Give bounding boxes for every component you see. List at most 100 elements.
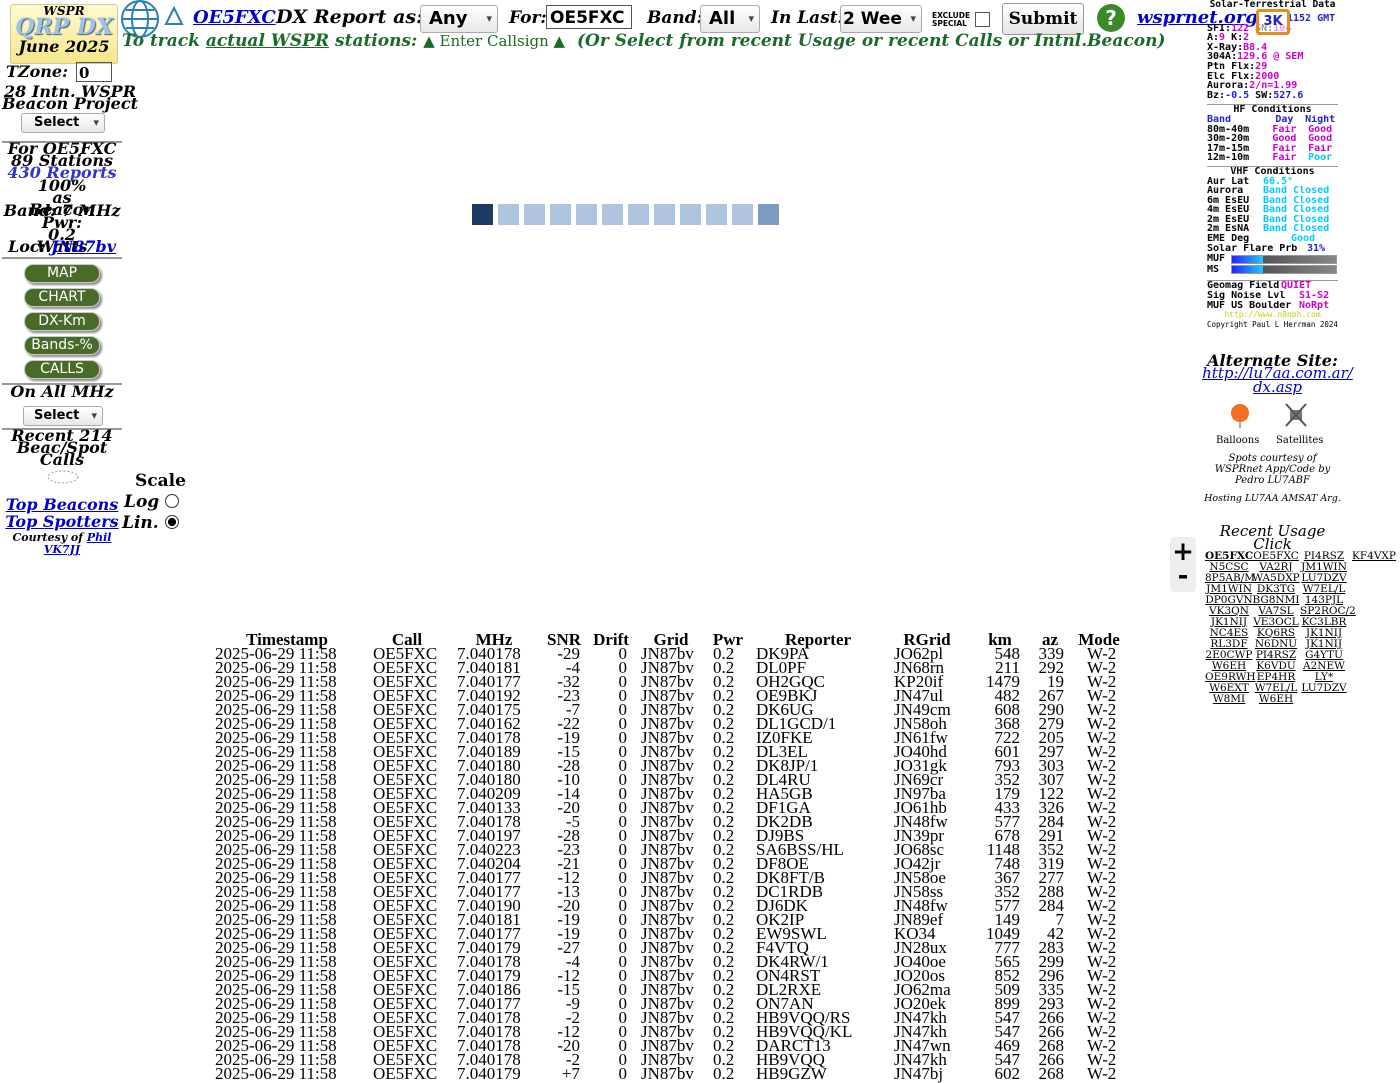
alt-url[interactable]: http://lu7aa.com.ar/dx.asp	[1202, 364, 1353, 396]
usage-call[interactable]: LY*	[1314, 671, 1334, 683]
usage-call[interactable]: KF4VXP	[1352, 550, 1396, 562]
usage-call[interactable]: OE5FXC	[1205, 550, 1254, 562]
usage-call[interactable]: KQ6RS	[1256, 627, 1296, 639]
usage-call[interactable]: W8MI	[1212, 693, 1246, 705]
courtesy-link[interactable]: Phil VK7JJ	[43, 531, 112, 556]
satellites-label[interactable]: Satellites	[1276, 435, 1324, 446]
mhz-select[interactable]: Select	[23, 406, 103, 426]
column-header[interactable]: Drift	[593, 630, 629, 649]
band-select[interactable]: All	[700, 5, 760, 33]
usage-call[interactable]: LU7DZV	[1301, 682, 1347, 694]
table-cell: DK2DB	[756, 812, 813, 831]
column-header[interactable]: SNR	[546, 630, 582, 649]
as-select[interactable]: Any	[420, 5, 498, 33]
usage-call[interactable]: G4YTU	[1305, 649, 1343, 661]
wsprnet-link[interactable]: wsprnet.org	[1137, 7, 1258, 28]
column-header[interactable]: Timestamp	[246, 630, 328, 649]
column-header[interactable]: Pwr	[712, 630, 744, 649]
usage-call[interactable]: WA5DXP	[1252, 572, 1300, 584]
column-header[interactable]: RGrid	[903, 630, 951, 649]
beacon-select[interactable]: Select	[21, 113, 105, 133]
column-header[interactable]: Call	[391, 630, 423, 649]
top-beacons[interactable]: Top Beacons	[5, 495, 119, 514]
nav-button[interactable]: MAP	[24, 264, 100, 283]
lin-radio[interactable]	[165, 515, 179, 529]
column-header[interactable]: MHz	[475, 630, 513, 649]
usage-call[interactable]: EP4HR	[1256, 671, 1296, 683]
table-cell: 268	[1038, 1064, 1065, 1083]
usage-call[interactable]: 2E0CWP	[1205, 649, 1253, 661]
help-button[interactable]: ?	[1097, 4, 1125, 32]
triangle-icon[interactable]	[164, 5, 184, 25]
usage-call[interactable]: KC3LBR	[1301, 616, 1347, 628]
usage-call[interactable]: VE3OCL	[1253, 616, 1299, 628]
column-header[interactable]: az	[1041, 630, 1059, 649]
usage-call[interactable]: N6DNU	[1254, 638, 1298, 650]
calls-icon[interactable]	[46, 469, 80, 485]
nav-button[interactable]: Bands-%	[24, 336, 100, 355]
usage-call[interactable]: BG8NMI	[1252, 594, 1300, 606]
usage-call[interactable]: W6EXT	[1209, 682, 1249, 694]
usage-call[interactable]: N5CSC	[1209, 561, 1249, 573]
table-cell: 7.040177	[457, 994, 521, 1013]
usage-call[interactable]: LU7DZV	[1301, 572, 1347, 584]
usage-call[interactable]: OE5FXC	[1253, 550, 1299, 562]
tzone-input[interactable]: 0	[76, 62, 112, 82]
logo[interactable]: WSPR QRP DX June 2025	[10, 4, 118, 64]
usage-call[interactable]: SP2ROC/2	[1300, 605, 1356, 617]
usage-call[interactable]: RL3DF	[1210, 638, 1248, 650]
usage-call[interactable]: PI4RSZ	[1255, 649, 1297, 661]
usage-call[interactable]: 143PJL	[1304, 594, 1344, 606]
balloons-label[interactable]: Balloons	[1216, 435, 1260, 446]
last-select[interactable]: 2 Wee	[840, 5, 922, 33]
usage-call[interactable]: W6EH	[1258, 693, 1294, 705]
usage-call[interactable]: DK3TG	[1256, 583, 1296, 595]
column-header[interactable]: Grid	[653, 630, 689, 649]
usage-call[interactable]: A2NEW	[1303, 660, 1345, 672]
usage-call[interactable]: VK3QN	[1209, 605, 1249, 617]
usage-call[interactable]: JK1NIJ	[1210, 616, 1248, 628]
exclude-checkbox[interactable]	[975, 12, 990, 27]
nav-button[interactable]: CALLS	[24, 360, 100, 379]
usage-call[interactable]: 8P5AB/M	[1205, 572, 1256, 584]
log-radio[interactable]	[165, 494, 179, 508]
balloon-icon[interactable]	[1231, 404, 1249, 428]
usage-call[interactable]: K6VDU	[1256, 660, 1296, 672]
header-call[interactable]: OE5FXC	[193, 7, 276, 28]
nav-button[interactable]: CHART	[24, 288, 100, 307]
usage-call[interactable]: JK1NIJ	[1305, 627, 1343, 639]
usage-call[interactable]: W6EH	[1211, 660, 1247, 672]
satellite-icon[interactable]	[1285, 403, 1307, 427]
table-cell: W-2	[1087, 882, 1117, 901]
column-header[interactable]: Mode	[1078, 630, 1120, 649]
table-cell: 0	[618, 896, 628, 915]
usage-call[interactable]: PI4RSZ	[1303, 550, 1345, 562]
column-header[interactable]: km	[988, 630, 1012, 649]
for-input[interactable]: OE5FXC	[546, 5, 632, 29]
k3-badge[interactable]: 3K	[1256, 9, 1290, 35]
zoom-in[interactable]: +	[1172, 537, 1194, 567]
usage-call[interactable]: W7EL/L	[1302, 583, 1346, 595]
top-spotters[interactable]: Top Spotters	[5, 512, 119, 531]
usage-call[interactable]: VA7SL	[1258, 605, 1294, 617]
exclude-label: EXCLUDE SPECIAL	[932, 11, 971, 28]
usage-call[interactable]: OE9RWH	[1205, 671, 1256, 683]
column-header[interactable]: Reporter	[784, 630, 852, 649]
usage-call[interactable]: W7EL/L	[1254, 682, 1298, 694]
usage-call[interactable]: JK1NIJ	[1305, 638, 1343, 650]
usage-call[interactable]: VA2RJ	[1259, 561, 1293, 573]
usage-call[interactable]: JM1WIN	[1206, 583, 1252, 595]
nav-button[interactable]: DX-Km	[24, 312, 100, 331]
table-cell: JN87bv	[641, 1064, 694, 1083]
submit-button[interactable]: Submit	[1002, 3, 1084, 35]
globe-icon[interactable]	[121, 0, 159, 38]
loc-link[interactable]: JN87bv	[51, 237, 117, 256]
table-cell: JN87bv	[641, 826, 694, 845]
actual-wspr-link[interactable]: actual WSPR	[205, 31, 330, 51]
usage-call[interactable]: NC4ES	[1209, 627, 1249, 639]
usage-call[interactable]: DP0GVN	[1205, 594, 1253, 606]
usage-call[interactable]: JM1WIN	[1301, 561, 1347, 573]
table-cell: -23	[557, 840, 580, 859]
zoom-out[interactable]: -	[1177, 561, 1189, 591]
